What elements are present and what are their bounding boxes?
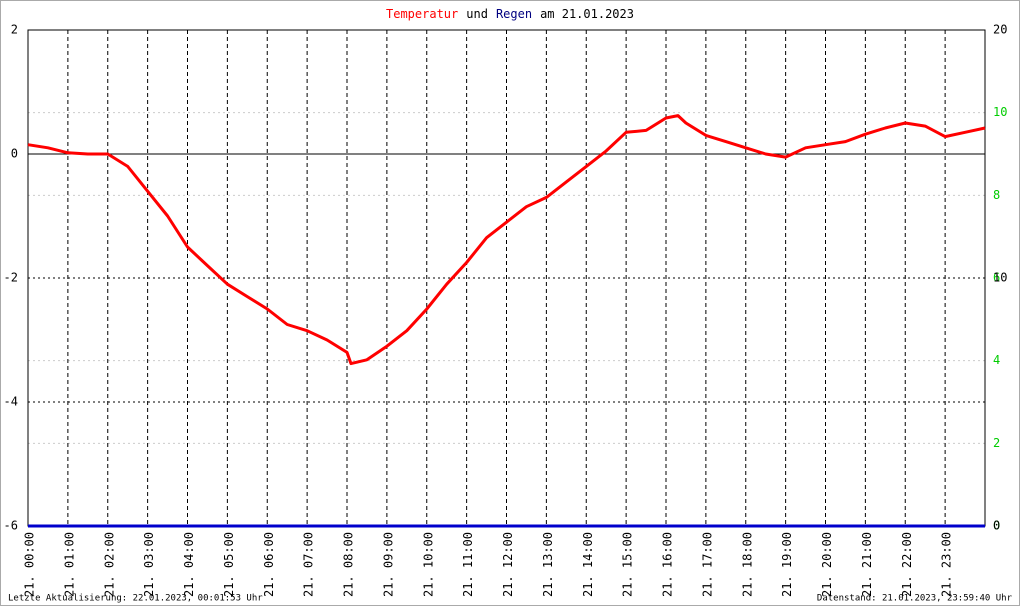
x-tick-label: 21. 03:00 bbox=[142, 532, 156, 597]
x-tick-label: 21. 18:00 bbox=[740, 532, 754, 597]
y3-tick-label: 6 bbox=[993, 271, 1000, 285]
x-tick-label: 21. 09:00 bbox=[381, 532, 395, 597]
y-tick-label: 0 bbox=[11, 147, 18, 161]
y-tick-label: 2 bbox=[11, 23, 18, 37]
x-tick-label: 21. 05:00 bbox=[222, 532, 236, 597]
x-tick-label: 21. 10:00 bbox=[421, 532, 435, 597]
y3-tick-label: 2 bbox=[993, 436, 1000, 450]
footer-left: Letzte Aktualisierung: 22.01.2023, 00:01… bbox=[8, 594, 263, 604]
series-line bbox=[27, 114, 986, 366]
x-tick-label: 21. 04:00 bbox=[182, 532, 196, 597]
y3-tick-label: 4 bbox=[993, 353, 1000, 367]
x-tick-label: 21. 15:00 bbox=[621, 532, 635, 597]
chart-title: Temperatur und Regen am 21.01.2023 bbox=[386, 7, 634, 21]
y-tick-label: -2 bbox=[4, 271, 18, 285]
x-tick-label: 21. 20:00 bbox=[820, 532, 834, 597]
x-tick-label: 21. 14:00 bbox=[581, 532, 595, 597]
x-tick-label: 21. 16:00 bbox=[661, 532, 675, 597]
y2-tick-label: 10 bbox=[993, 271, 1007, 285]
x-tick-label: 21. 12:00 bbox=[501, 532, 515, 597]
x-tick-label: 21. 02:00 bbox=[102, 532, 116, 597]
x-tick-label: 21. 19:00 bbox=[780, 532, 794, 597]
title-part: Regen bbox=[496, 7, 532, 21]
y3-tick-label: 8 bbox=[993, 188, 1000, 202]
x-tick-label: 21. 06:00 bbox=[262, 532, 276, 597]
y2-tick-label: 20 bbox=[993, 23, 1007, 37]
x-tick-label: 21. 11:00 bbox=[461, 532, 475, 597]
x-tick-label: 21. 01:00 bbox=[62, 532, 76, 597]
footer-right: Datenstand: 21.01.2023, 23:59:40 Uhr bbox=[817, 594, 1013, 604]
title-part: und bbox=[466, 7, 488, 21]
title-part: am 21.01.2023 bbox=[540, 7, 634, 21]
x-tick-label: 21. 23:00 bbox=[940, 532, 954, 597]
x-tick-label: 21. 00:00 bbox=[23, 532, 37, 597]
y-tick-label: -4 bbox=[4, 395, 18, 409]
y3-tick-label: 10 bbox=[993, 105, 1007, 119]
x-tick-label: 21. 13:00 bbox=[541, 532, 555, 597]
title-part: Temperatur bbox=[386, 7, 458, 21]
y-tick-label: -6 bbox=[4, 519, 18, 533]
x-tick-label: 21. 07:00 bbox=[302, 532, 316, 597]
x-tick-label: 21. 22:00 bbox=[900, 532, 914, 597]
x-tick-label: 21. 17:00 bbox=[700, 532, 714, 597]
y2-tick-label: 0 bbox=[993, 519, 1000, 533]
y3-tick-label: 0 bbox=[993, 519, 1000, 533]
x-tick-label: 21. 08:00 bbox=[342, 532, 356, 597]
x-tick-label: 21. 21:00 bbox=[860, 532, 874, 597]
